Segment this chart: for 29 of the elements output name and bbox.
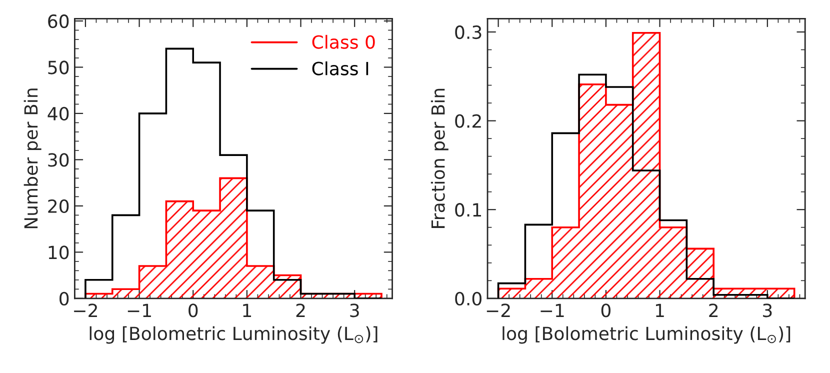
x-tick-label: 0 (601, 304, 610, 318)
x-tick-label: 0 (188, 304, 198, 318)
y-tick-label: 0.0 (455, 292, 482, 306)
y-tick-label: 0.3 (455, 25, 482, 40)
x-tick-label: 1 (243, 304, 252, 317)
x-tick-label: 3 (350, 304, 359, 318)
x-tick-label: −1 (540, 304, 564, 317)
y-tick-label: 40 (48, 106, 69, 121)
x-tick-label: 2 (709, 304, 718, 317)
x-tick-label: 1 (656, 304, 664, 317)
y-tick-label: 10 (48, 246, 69, 260)
x-tick-label: 3 (763, 304, 772, 318)
y-tick-label: 0 (60, 292, 69, 306)
text: Class 0 (312, 34, 375, 49)
y-tick-label: 50 (48, 60, 69, 74)
x-tick-label: −1 (128, 304, 151, 317)
x-tick-label: −2 (486, 304, 510, 317)
x-tick-label: 2 (296, 304, 305, 317)
y-axis-title: Fraction per Bin (430, 88, 448, 228)
y-tick-label: 60 (48, 14, 69, 28)
y-tick-label: 0.1 (455, 203, 482, 217)
legend-label: Class I (312, 61, 368, 76)
y-tick-label: 20 (48, 199, 69, 214)
y-tick-label: 0.2 (455, 114, 481, 128)
x-axis-title: log [Bolometric Luminosity (L$_{⊙}$)] (502, 326, 790, 344)
x-tick-label: −2 (74, 304, 97, 317)
x-axis-title: log [Bolometric Luminosity (L$_{⊙}$)] (90, 326, 378, 344)
y-axis-title: Number per Bin (24, 88, 42, 228)
y-tick-label: 30 (48, 153, 69, 167)
